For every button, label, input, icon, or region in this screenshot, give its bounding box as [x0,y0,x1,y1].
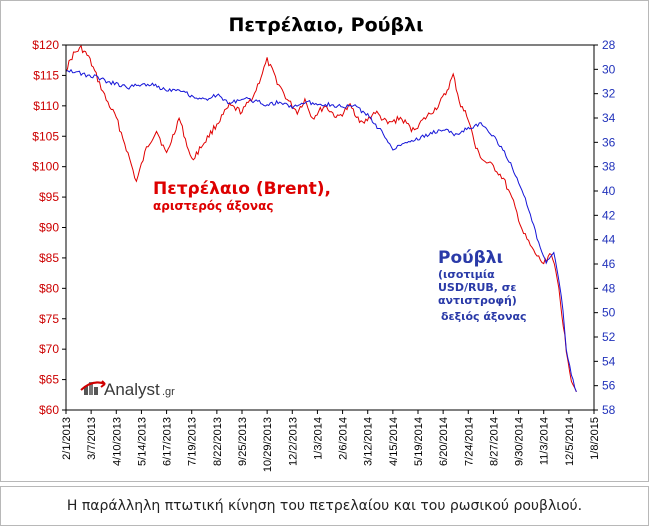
right-tick-label: 34 [602,111,616,125]
x-tick-label: 9/25/2013 [237,417,249,466]
right-tick-label: 42 [602,208,616,222]
x-tick-label: 12/5/2014 [564,417,576,466]
left-tick-label: $95 [39,190,59,204]
x-tick-label: 5/14/2013 [136,417,148,466]
right-tick-label: 52 [602,330,616,344]
x-tick-label: 6/20/2014 [438,417,450,466]
right-tick-label: 40 [602,184,616,198]
left-tick-label: $90 [39,221,59,235]
annotation-oil-sub: αριστερός άξονας [153,199,273,213]
left-tick-label: $120 [32,38,59,52]
analyst-logo: Analyst .gr [80,380,175,399]
annotation-ruble-title: Ρούβλι [438,248,503,268]
left-tick-label: $110 [33,99,59,113]
right-axis-ticks: 28 30 32 34 36 38 40 42 44 46 48 50 52 54 56 58 [594,38,616,417]
x-tick-label: 4/10/2013 [111,417,123,466]
right-tick-label: 56 [602,379,616,393]
x-tick-label: 8/27/2014 [488,417,500,466]
annotation-ruble-sub3: αντιστροφή) [438,294,517,307]
x-tick-label: 10/29/2013 [262,417,274,472]
x-tick-label: 7/19/2013 [187,417,199,466]
chart-title: Πετρέλαιο, Ρούβλι [229,14,424,36]
left-tick-label: $70 [39,342,59,356]
chart-frame: Πετρέλαιο, Ρούβλι $60 $65 $70 $75 $80 $85 $90 $… [0,0,649,482]
right-tick-label: 58 [602,403,616,417]
caption-box: Η παράλληλη πτωτική κίνηση του πετρελαίο… [0,486,649,526]
x-tick-label: 3/7/2013 [86,417,98,460]
x-tick-label: 1/3/2014 [312,417,324,460]
annotation-ruble-sub4: δεξιός άξονας [441,310,527,323]
right-tick-label: 54 [602,354,616,368]
right-tick-label: 48 [602,281,616,295]
left-tick-label: $60 [39,403,59,417]
caption-text: Η παράλληλη πτωτική κίνηση του πετρελαίο… [66,498,583,514]
bar-chart-logo-icon [80,380,106,395]
left-tick-label: $105 [32,129,59,143]
right-tick-label: 50 [602,306,616,320]
left-tick-label: $100 [32,160,59,174]
left-axis-ticks: $60 $65 $70 $75 $80 $85 $90 $95 $100 $105 $110 $115… [32,38,66,417]
left-tick-label: $115 [33,68,59,82]
right-tick-label: 28 [602,38,616,52]
annotation-ruble-sub1: (ισοτιμία [438,268,495,281]
x-tick-label: 5/19/2014 [413,417,425,466]
logo-suffix: .gr [162,386,175,398]
x-tick-label: 1/8/2015 [589,417,601,460]
x-tick-label: 2/6/2014 [338,417,350,460]
left-tick-label: $75 [39,312,59,326]
right-tick-label: 44 [602,233,616,247]
right-tick-label: 36 [602,135,616,149]
right-tick-label: 38 [602,160,616,174]
left-tick-label: $80 [39,281,59,295]
series-line-ruble [65,68,577,392]
x-tick-label: 2/1/2013 [61,417,73,460]
x-axis-ticks: 2/1/2013 3/7/2013 4/10/2013 5/14/2013 6/17/2… [61,410,601,472]
plot-area-border [65,44,595,411]
x-tick-label: 9/30/2014 [514,417,526,466]
x-tick-label: 6/17/2013 [162,417,174,466]
x-tick-label: 4/15/2014 [388,417,400,466]
annotation-ruble-sub2: USD/RUB, σε [438,281,517,294]
x-tick-label: 7/24/2014 [463,417,475,466]
right-tick-label: 30 [602,62,616,76]
right-tick-label: 46 [602,257,616,271]
series-line-oil [65,44,577,392]
x-tick-label: 3/12/2014 [363,417,375,466]
x-tick-label: 12/2/2013 [287,417,299,466]
chart-svg: Πετρέλαιο, Ρούβλι $60$65$70$75$80$85$90$… [32,14,616,472]
annotation-oil-title: Πετρέλαιο (Brent), [153,179,331,199]
left-tick-label: $85 [39,251,59,265]
logo-text: Analyst [104,380,160,399]
right-tick-label: 32 [602,87,616,101]
x-tick-label: 11/3/2014 [539,417,551,465]
x-tick-label: 8/22/2013 [212,417,224,466]
left-tick-label: $65 [39,373,59,387]
